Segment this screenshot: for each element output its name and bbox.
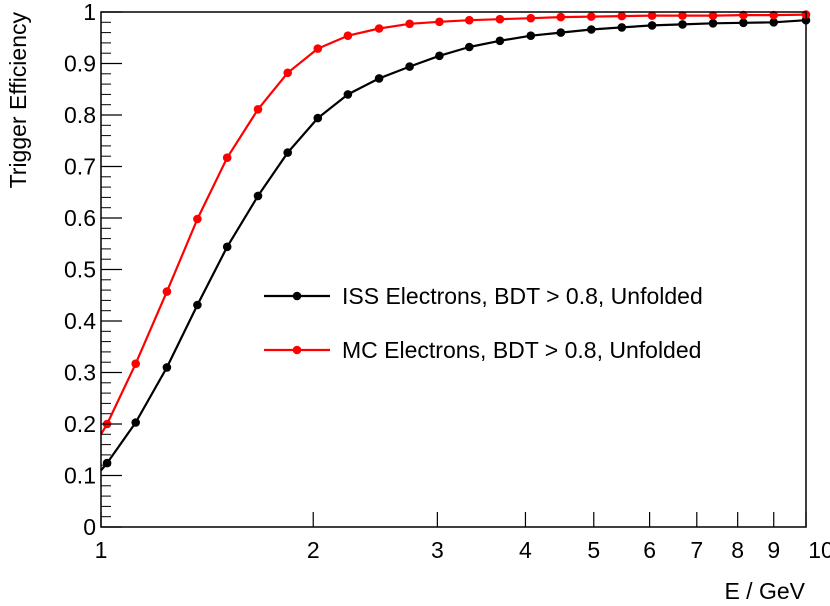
y-tick-label: 0.5 [64, 257, 96, 283]
data-point [102, 458, 112, 468]
axis-layer: 0 0.1 0.2 0.3 0.4 0.5 0.6 0.7 0.8 0.9 1 1 2 3 4 5 6 7 8 9 10 [64, 0, 830, 563]
data-point [678, 20, 687, 29]
data-point [587, 25, 596, 34]
x-axis-label: E / GeV [724, 578, 805, 604]
data-point [405, 62, 414, 71]
data-point [313, 44, 323, 53]
data-point [465, 15, 474, 25]
x-tick-label: 10 [808, 537, 830, 563]
legend-marker [292, 291, 302, 301]
data-point [405, 19, 414, 29]
data-point [495, 14, 505, 24]
x-tick-label: 2 [307, 537, 320, 563]
data-point [253, 191, 263, 201]
y-tick-label: 1 [83, 0, 96, 25]
data-point [739, 10, 748, 20]
data-point [374, 74, 384, 83]
data-point [313, 113, 323, 123]
y-tick-label: 0.7 [64, 154, 96, 180]
data-point [769, 10, 778, 20]
data-point [343, 90, 353, 99]
x-tick-label: 8 [731, 537, 744, 563]
x-tick-label: 5 [587, 537, 600, 563]
data-point [374, 24, 384, 33]
y-tick-label: 0.1 [64, 463, 96, 489]
y-tick-label: 0.4 [64, 308, 96, 334]
y-tick-label: 0.8 [64, 102, 96, 128]
y-tick-label: 0.3 [64, 360, 96, 386]
data-point [678, 11, 687, 20]
x-tick-label: 4 [519, 537, 532, 563]
data-point [708, 19, 718, 28]
data-point [739, 18, 748, 28]
legend-marker [292, 345, 302, 355]
data-point [193, 300, 202, 310]
data-point [131, 418, 140, 427]
data-point [556, 12, 566, 22]
series-layer [100, 10, 811, 472]
data-point [495, 36, 505, 46]
data-point [283, 148, 293, 157]
data-point [617, 11, 627, 21]
data-point [617, 23, 627, 32]
data-point [526, 31, 536, 40]
x-tick-label: 6 [643, 537, 656, 563]
y-tick-label: 0 [83, 514, 96, 540]
data-point [465, 42, 474, 52]
legend-label: MC Electrons, BDT > 0.8, Unfolded [342, 337, 701, 363]
data-point [769, 18, 778, 27]
y-tick-label: 0.2 [64, 411, 96, 437]
data-point [556, 28, 566, 37]
y-axis-label: Trigger Efficiency [5, 12, 31, 189]
x-tick-label: 7 [690, 537, 703, 563]
data-point [131, 359, 140, 369]
series-line-0 [100, 19, 807, 472]
series-line-1 [100, 13, 807, 435]
y-tick-label: 0.9 [64, 51, 96, 77]
x-tick-label: 9 [767, 537, 780, 563]
data-point [343, 31, 353, 40]
data-point [162, 363, 172, 372]
data-point [283, 68, 293, 78]
y-tick-label: 0.6 [64, 205, 96, 231]
x-tick-label: 1 [95, 537, 108, 563]
data-point [435, 51, 444, 61]
data-point [222, 242, 232, 252]
legend-label: ISS Electrons, BDT > 0.8, Unfolded [342, 283, 703, 309]
data-point [708, 11, 718, 20]
plot-frame [100, 11, 807, 528]
data-point [162, 287, 172, 296]
data-point [526, 13, 536, 23]
data-point [435, 17, 444, 27]
data-point [222, 153, 232, 162]
data-point [587, 12, 596, 21]
data-point [647, 21, 657, 30]
data-point [253, 105, 263, 114]
data-point [647, 11, 657, 20]
x-tick-label: 3 [431, 537, 444, 563]
data-point [193, 214, 202, 224]
legend: ISS Electrons, BDT > 0.8, Unfolded MC Ele… [264, 283, 703, 363]
